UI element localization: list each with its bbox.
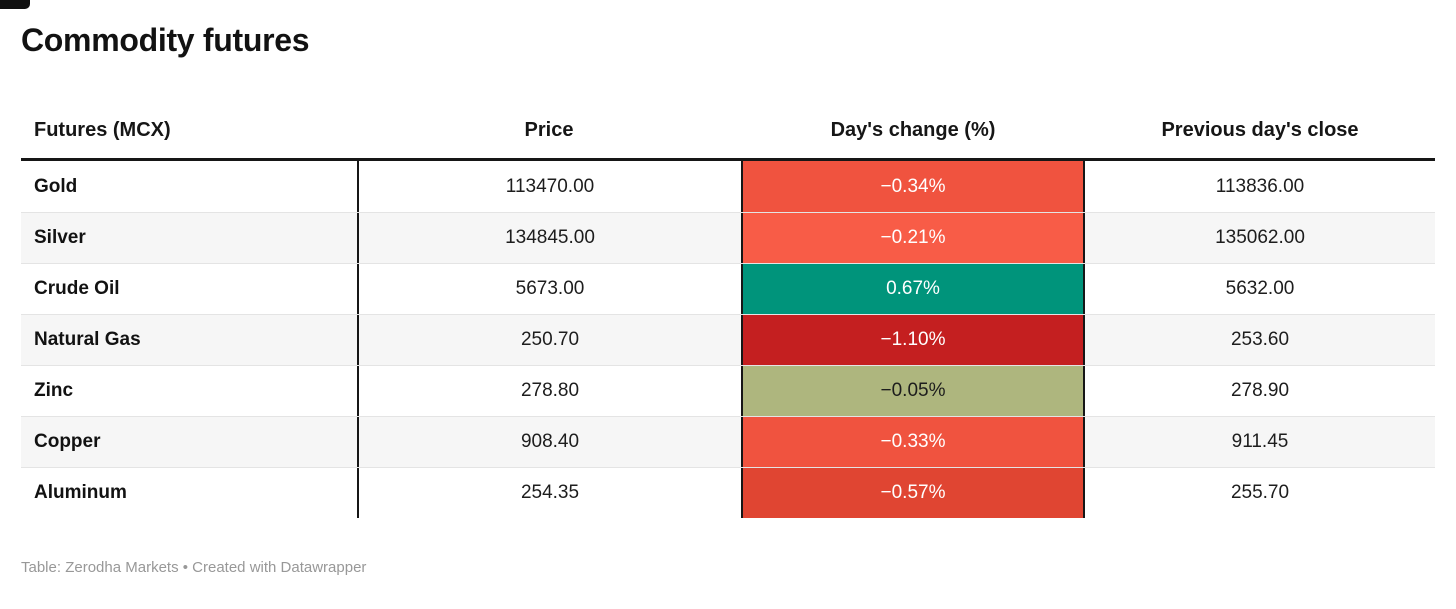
prev-close-cell: 5632.00 [1225,278,1295,299]
days-change-cell: −0.57% [741,468,1085,518]
futures-name: Copper [34,431,101,452]
commodity-futures-table: Futures (MCX) Price Day's change (%) Pre… [21,103,1435,518]
price-cell: 254.35 [357,468,741,518]
col-header-prev-close: Previous day's close [1161,119,1359,141]
prev-close-cell: 113836.00 [1215,175,1305,197]
col-header-price: Price [524,119,574,141]
screen-corner-artifact [0,0,30,9]
price-cell: 908.40 [357,417,741,467]
futures-name: Zinc [34,380,74,401]
futures-name: Silver [34,227,86,248]
table-row-gold: Gold 113470.00 −0.34% 113836.00 [21,161,1435,212]
prev-close-cell: 278.90 [1230,380,1290,401]
table-row-aluminum: Aluminum 254.35 −0.57% 255.70 [21,467,1435,518]
col-header-futures: Futures (MCX) [34,119,171,141]
page-title: Commodity futures [21,22,310,58]
price-cell: 113470.00 [357,161,741,212]
attribution-footer: Table: Zerodha Markets • Created with Da… [21,559,367,576]
price-cell: 134845.00 [357,213,741,263]
days-change-cell: −0.33% [741,417,1085,467]
price-cell: 250.70 [357,315,741,365]
days-change-cell: −0.34% [741,161,1085,212]
prev-close-cell: 911.45 [1231,431,1289,452]
price-cell: 5673.00 [357,264,741,314]
days-change-cell: 0.67% [741,264,1085,314]
futures-name: Aluminum [34,482,127,503]
prev-close-cell: 255.70 [1230,482,1290,503]
days-change-cell: −1.10% [741,315,1085,365]
futures-name: Gold [34,175,78,197]
futures-name: Natural Gas [34,329,141,350]
days-change-cell: −0.21% [741,213,1085,263]
prev-close-cell: 253.60 [1230,329,1290,350]
table-body: Gold 113470.00 −0.34% 113836.00 Silver 1… [21,161,1435,518]
table-row-silver: Silver 134845.00 −0.21% 135062.00 [21,212,1435,263]
price-cell: 278.80 [357,366,741,416]
table-row-zinc: Zinc 278.80 −0.05% 278.90 [21,365,1435,416]
days-change-cell: −0.05% [741,366,1085,416]
table-row-natural-gas: Natural Gas 250.70 −1.10% 253.60 [21,314,1435,365]
table-header-row: Futures (MCX) Price Day's change (%) Pre… [21,103,1435,161]
table-row-copper: Copper 908.40 −0.33% 911.45 [21,416,1435,467]
col-header-change: Day's change (%) [830,119,996,141]
table-row-crude-oil: Crude Oil 5673.00 0.67% 5632.00 [21,263,1435,314]
prev-close-cell: 135062.00 [1215,227,1305,248]
futures-name: Crude Oil [34,278,120,299]
